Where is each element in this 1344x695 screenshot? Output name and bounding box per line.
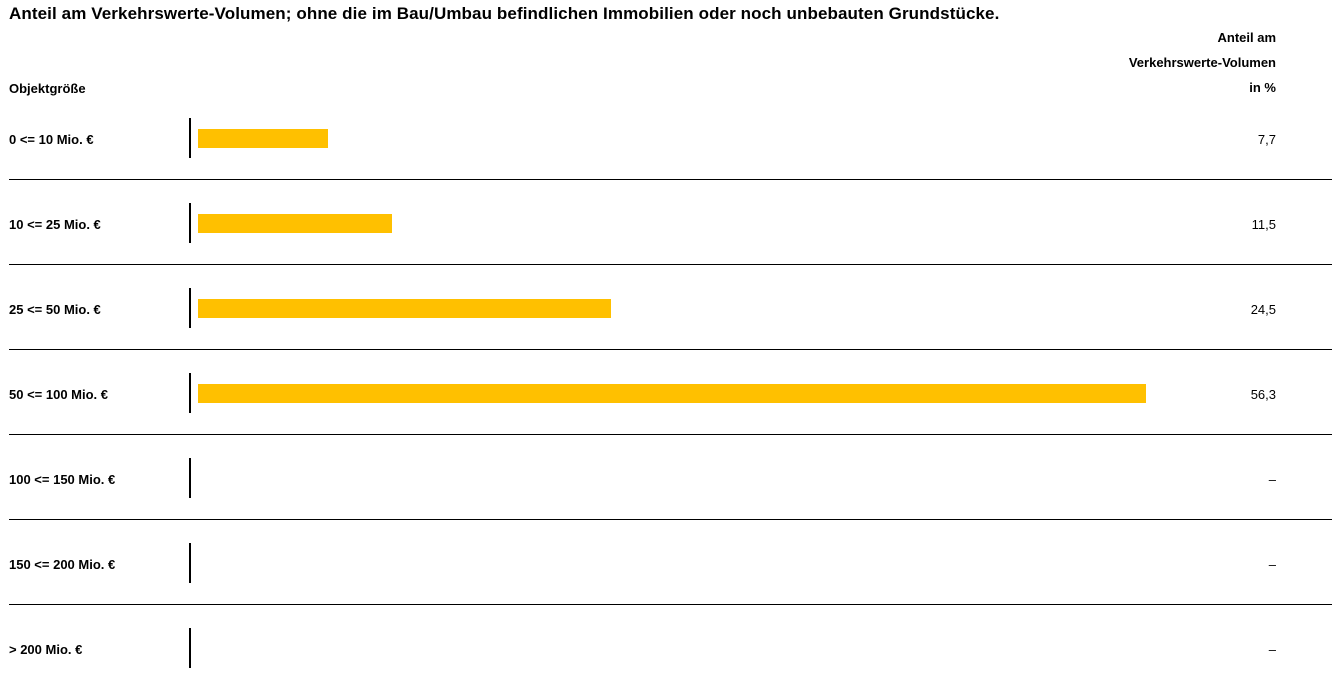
category-label: 50 <= 100 Mio. € — [9, 387, 109, 402]
row-separator — [9, 519, 1332, 520]
value-column-header-line-1: Anteil am — [1217, 30, 1276, 45]
value-label: – — [1268, 472, 1276, 487]
row-separator — [9, 264, 1332, 265]
bar-row: > 200 Mio. € – — [0, 610, 1344, 695]
value-column-header-line-2: Verkehrswerte-Volumen — [1128, 55, 1276, 70]
bar-baseline — [189, 203, 191, 243]
value-label: 24,5 — [1250, 302, 1276, 317]
row-separator — [9, 434, 1332, 435]
bar-row: 0 <= 10 Mio. € 7,7 — [0, 100, 1344, 185]
bar-baseline — [189, 373, 191, 413]
bar — [198, 214, 392, 233]
bar — [198, 299, 611, 318]
bar-baseline — [189, 288, 191, 328]
value-label: – — [1268, 557, 1276, 572]
value-column-header: Anteil am Verkehrswerte-Volumen in % — [1016, 25, 1276, 100]
category-column-header: Objektgröße — [9, 81, 86, 96]
bar — [198, 129, 328, 148]
bar-baseline — [189, 118, 191, 158]
bar-row: 100 <= 150 Mio. € – — [0, 440, 1344, 525]
row-separator — [9, 179, 1332, 180]
category-label: 150 <= 200 Mio. € — [9, 557, 116, 572]
category-label: > 200 Mio. € — [9, 642, 83, 657]
value-label: – — [1268, 642, 1276, 657]
category-label: 25 <= 50 Mio. € — [9, 302, 101, 317]
category-label: 0 <= 10 Mio. € — [9, 132, 94, 147]
chart-title: Anteil am Verkehrswerte-Volumen; ohne di… — [9, 4, 1000, 23]
category-label: 10 <= 25 Mio. € — [9, 217, 101, 232]
value-label: 56,3 — [1250, 387, 1276, 402]
bar-baseline — [189, 458, 191, 498]
bar-row: 10 <= 25 Mio. € 11,5 — [0, 185, 1344, 270]
value-column-header-line-3: in % — [1249, 80, 1276, 95]
value-label: 11,5 — [1251, 217, 1276, 232]
bar-row: 50 <= 100 Mio. € 56,3 — [0, 355, 1344, 440]
value-label: 7,7 — [1257, 132, 1276, 147]
row-separator — [9, 604, 1332, 605]
bar-baseline — [189, 628, 191, 668]
bar — [198, 384, 1147, 403]
bar-row: 25 <= 50 Mio. € 24,5 — [0, 270, 1344, 355]
category-label: 100 <= 150 Mio. € — [9, 472, 116, 487]
bar-row: 150 <= 200 Mio. € – — [0, 525, 1344, 610]
bar-baseline — [189, 543, 191, 583]
row-separator — [9, 349, 1332, 350]
